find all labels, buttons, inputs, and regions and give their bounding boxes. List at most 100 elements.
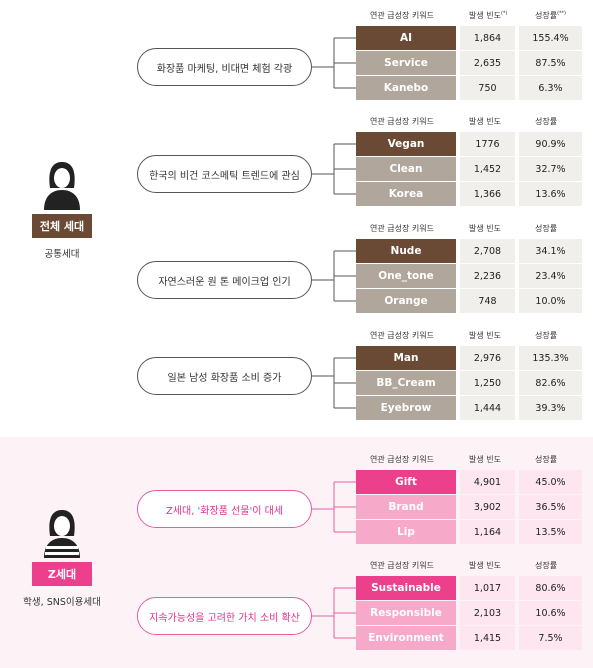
- header-growth-label: 성장률: [535, 561, 558, 570]
- table-header: 연관 급성장 키워드 발생 빈도 성장률: [356, 556, 582, 574]
- keyword-cell: Nude: [356, 239, 456, 263]
- growth-rate-cell: 82.6%: [519, 371, 582, 395]
- trend-theme-label: Z세대, '화장품 선물'이 대세: [137, 490, 312, 528]
- keyword-cell: Responsible: [356, 601, 456, 625]
- header-keyword: 연관 급성장 키워드: [370, 11, 434, 20]
- frequency-cell: 1,452: [460, 157, 515, 181]
- frequency-cell: 2,635: [460, 51, 515, 75]
- keyword-table: AI 1,864 155.4% Service 2,635 87.5% Kanebo 750 6…: [356, 26, 582, 101]
- header-growth: 성장률: [535, 560, 557, 571]
- growth-rate-cell: 13.6%: [519, 182, 582, 206]
- header-keyword: 연관 급성장 키워드: [370, 561, 434, 570]
- persona-badge: 전체 세대: [32, 214, 92, 238]
- table-row: Sustainable 1,017 80.6%: [356, 576, 582, 601]
- growth-rate-cell: 10.0%: [519, 289, 582, 313]
- trend-theme-label: 자연스러운 원 톤 메이크업 인기: [137, 261, 312, 299]
- table-header: 연관 급성장 키워드 발생 빈도(*) 성장률(**): [356, 6, 582, 24]
- header-growth: 성장률: [535, 330, 557, 341]
- table-row: Nude 2,708 34.1%: [356, 239, 582, 264]
- keyword-table: Vegan 1776 90.9% Clean 1,452 32.7% Korea 1,366 1…: [356, 132, 582, 207]
- keyword-cell: Orange: [356, 289, 456, 313]
- header-frequency: 발생 빈도: [469, 330, 501, 341]
- header-growth: 성장률: [535, 454, 557, 465]
- frequency-cell: 2,236: [460, 264, 515, 288]
- frequency-cell: 1776: [460, 132, 515, 156]
- woman-avatar-icon: [44, 162, 80, 210]
- table-row: Responsible 2,103 10.6%: [356, 601, 582, 626]
- table-row: Brand 3,902 36.5%: [356, 495, 582, 520]
- trend-theme-label: 일본 남성 화장품 소비 증가: [137, 357, 312, 395]
- keyword-cell: BB_Cream: [356, 371, 456, 395]
- table-row: Lip 1,164 13.5%: [356, 520, 582, 545]
- frequency-cell: 2,708: [460, 239, 515, 263]
- growth-rate-cell: 13.5%: [519, 520, 582, 544]
- table-row: One_tone 2,236 23.4%: [356, 264, 582, 289]
- woman-avatar-striped-icon: [44, 510, 80, 558]
- table-row: Man 2,976 135.3%: [356, 346, 582, 371]
- table-header: 연관 급성장 키워드 발생 빈도 성장률: [356, 112, 582, 130]
- growth-rate-cell: 39.3%: [519, 396, 582, 420]
- header-frequency: 발생 빈도: [469, 223, 501, 234]
- header-frequency: 발생 빈도: [469, 560, 501, 571]
- keyword-cell: Lip: [356, 520, 456, 544]
- footnote-mark: (**): [557, 10, 566, 17]
- persona-subtitle: 학생, SNS이용세대: [23, 597, 101, 608]
- table-row: Orange 748 10.0%: [356, 289, 582, 314]
- header-keyword: 연관 급성장 키워드: [370, 331, 434, 340]
- header-growth: 성장률: [535, 116, 557, 127]
- keyword-cell: Gift: [356, 470, 456, 494]
- keyword-table: Man 2,976 135.3% BB_Cream 1,250 82.6% Eyebrow 1…: [356, 346, 582, 421]
- header-frequency: 발생 빈도: [469, 454, 501, 465]
- keyword-table: Nude 2,708 34.1% One_tone 2,236 23.4% Orange 74…: [356, 239, 582, 314]
- persona-subtitle: 공통세대: [44, 249, 80, 260]
- header-keyword: 연관 급성장 키워드: [370, 455, 434, 464]
- growth-rate-cell: 90.9%: [519, 132, 582, 156]
- growth-rate-cell: 6.3%: [519, 76, 582, 100]
- header-frequency-label: 발생 빈도: [469, 11, 501, 20]
- frequency-cell: 750: [460, 76, 515, 100]
- table-header: 연관 급성장 키워드 발생 빈도 성장률: [356, 450, 582, 468]
- keyword-table: Sustainable 1,017 80.6% Responsible 2,103 10.…: [356, 576, 582, 651]
- header-growth: 성장률: [535, 223, 557, 234]
- keyword-cell: Man: [356, 346, 456, 370]
- persona-z-generation: Z세대 학생, SNS이용세대: [22, 508, 102, 608]
- frequency-cell: 3,902: [460, 495, 515, 519]
- table-row: Clean 1,452 32.7%: [356, 157, 582, 182]
- growth-rate-cell: 23.4%: [519, 264, 582, 288]
- header-frequency-label: 발생 빈도: [469, 455, 501, 464]
- table-row: Kanebo 750 6.3%: [356, 76, 582, 101]
- header-frequency-label: 발생 빈도: [469, 331, 501, 340]
- header-growth: 성장률(**): [535, 10, 566, 21]
- keyword-cell: One_tone: [356, 264, 456, 288]
- trend-theme-label: 화장품 마케팅, 비대면 체험 각광: [137, 48, 312, 86]
- table-header: 연관 급성장 키워드 발생 빈도 성장률: [356, 326, 582, 344]
- keyword-cell: Brand: [356, 495, 456, 519]
- table-row: Service 2,635 87.5%: [356, 51, 582, 76]
- frequency-cell: 1,864: [460, 26, 515, 50]
- frequency-cell: 2,103: [460, 601, 515, 625]
- growth-rate-cell: 36.5%: [519, 495, 582, 519]
- frequency-cell: 2,976: [460, 346, 515, 370]
- header-keyword: 연관 급성장 키워드: [370, 117, 434, 126]
- keyword-cell: Sustainable: [356, 576, 456, 600]
- header-frequency: 발생 빈도: [469, 116, 501, 127]
- table-row: Environment 1,415 7.5%: [356, 626, 582, 651]
- header-growth-label: 성장률: [535, 224, 558, 233]
- frequency-cell: 4,901: [460, 470, 515, 494]
- header-growth-label: 성장률: [535, 117, 558, 126]
- keyword-cell: Kanebo: [356, 76, 456, 100]
- keyword-cell: Korea: [356, 182, 456, 206]
- frequency-cell: 1,415: [460, 626, 515, 650]
- growth-rate-cell: 45.0%: [519, 470, 582, 494]
- table-row: Eyebrow 1,444 39.3%: [356, 396, 582, 421]
- growth-rate-cell: 32.7%: [519, 157, 582, 181]
- table-row: Korea 1,366 13.6%: [356, 182, 582, 207]
- trend-theme-label: 한국의 비건 코스메틱 트렌드에 관심: [137, 155, 312, 193]
- footnote-mark: (*): [500, 10, 508, 17]
- frequency-cell: 1,017: [460, 576, 515, 600]
- header-growth-label: 성장률: [535, 11, 558, 20]
- table-row: Gift 4,901 45.0%: [356, 470, 582, 495]
- growth-rate-cell: 87.5%: [519, 51, 582, 75]
- growth-rate-cell: 7.5%: [519, 626, 582, 650]
